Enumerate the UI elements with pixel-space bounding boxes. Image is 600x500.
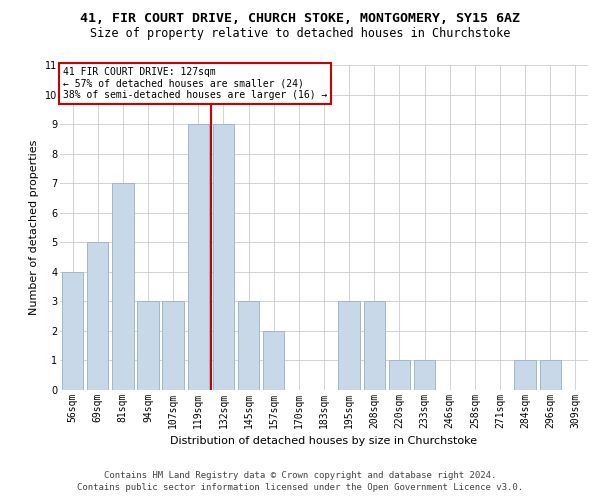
- Text: Contains HM Land Registry data © Crown copyright and database right 2024.
Contai: Contains HM Land Registry data © Crown c…: [77, 471, 523, 492]
- Bar: [163, 302, 184, 390]
- Bar: [514, 360, 536, 390]
- Bar: [188, 124, 209, 390]
- Bar: [238, 302, 259, 390]
- Bar: [263, 331, 284, 390]
- Bar: [137, 302, 158, 390]
- Bar: [414, 360, 435, 390]
- Bar: [87, 242, 109, 390]
- Text: 41, FIR COURT DRIVE, CHURCH STOKE, MONTGOMERY, SY15 6AZ: 41, FIR COURT DRIVE, CHURCH STOKE, MONTG…: [80, 12, 520, 26]
- Bar: [338, 302, 360, 390]
- X-axis label: Distribution of detached houses by size in Churchstoke: Distribution of detached houses by size …: [170, 436, 478, 446]
- Bar: [112, 183, 134, 390]
- Text: 41 FIR COURT DRIVE: 127sqm
← 57% of detached houses are smaller (24)
38% of semi: 41 FIR COURT DRIVE: 127sqm ← 57% of deta…: [62, 66, 327, 100]
- Bar: [213, 124, 234, 390]
- Y-axis label: Number of detached properties: Number of detached properties: [29, 140, 40, 315]
- Bar: [364, 302, 385, 390]
- Bar: [539, 360, 561, 390]
- Text: Size of property relative to detached houses in Churchstoke: Size of property relative to detached ho…: [90, 28, 510, 40]
- Bar: [389, 360, 410, 390]
- Bar: [62, 272, 83, 390]
